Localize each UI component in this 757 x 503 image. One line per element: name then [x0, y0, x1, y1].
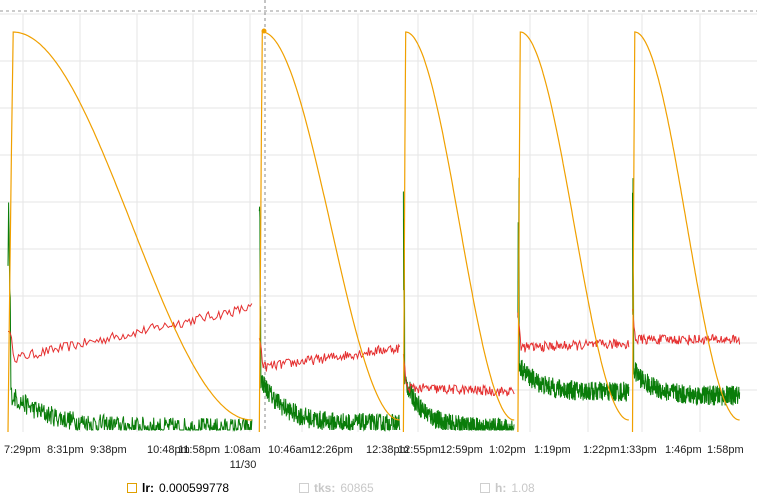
red-line-seg-1 [258, 338, 401, 372]
hover-marker [261, 28, 267, 34]
lr-line-seg-3 [517, 31, 629, 433]
legend-swatch-icon [480, 483, 490, 493]
lr-line-seg-4 [631, 31, 740, 433]
x-subtick-label: 11/30 [230, 459, 257, 470]
red-line-seg-3 [517, 312, 630, 353]
legend-name: tks: [314, 481, 336, 495]
legend-name: lr: [142, 481, 154, 495]
series-red [7, 303, 741, 397]
legend-item-tks[interactable]: tks: 60865 [299, 481, 374, 495]
lr-line-seg-2 [402, 31, 515, 433]
x-tick-label: 12:55pm [398, 444, 441, 456]
legend-swatch-icon [299, 483, 309, 493]
legend-value: 0.000599778 [159, 481, 230, 495]
x-tick-label: 8:31pm [47, 444, 84, 456]
x-tick-label: 1:22pm [583, 444, 620, 456]
x-tick-label: 12:38pm [366, 444, 409, 456]
grid-lines [0, 13, 757, 432]
legend-swatch-icon [127, 483, 137, 493]
lr-line-seg-0 [7, 31, 252, 433]
x-tick-label: 1:58pm [707, 444, 744, 456]
x-tick-label: 10:48pm [147, 444, 190, 456]
red-line-seg-0 [7, 303, 253, 364]
legend-item-lr[interactable]: lr: 0.000599778 [127, 481, 229, 495]
x-tick-label: 9:38pm [90, 444, 127, 456]
green-line-seg-3 [517, 177, 630, 402]
series-green [7, 177, 741, 432]
x-tick-label: 12:59pm [440, 444, 483, 456]
x-tick-label: 11:58pm [178, 444, 220, 456]
x-tick-label: 1:33pm [620, 444, 657, 456]
x-tick-label: 7:29pm [4, 444, 41, 456]
legend-item-h[interactable]: h: 1.08 [480, 481, 535, 495]
x-tick-label: 10:46am [268, 444, 311, 456]
x-tick-label: 1:08am [224, 444, 261, 456]
x-tick-label: 1:46pm [665, 444, 702, 456]
legend-value: 1.08 [511, 481, 535, 495]
green-line-seg-0 [7, 202, 253, 432]
lr-line-seg-1 [258, 31, 400, 433]
series-lr [7, 31, 740, 433]
legend-name: h: [495, 481, 507, 495]
red-line-seg-4 [632, 308, 741, 346]
x-tick-label: 1:02pm [489, 444, 526, 456]
green-line-seg-2 [402, 191, 515, 431]
x-tick-label: 1:19pm [534, 444, 571, 456]
legend: lr: 0.000599778 tks: 60865 h: 1.08 [0, 481, 757, 497]
x-tick-label: 12:26pm [310, 444, 353, 456]
legend-value: 60865 [340, 481, 374, 495]
green-line-seg-4 [632, 178, 741, 406]
green-line-seg-1 [258, 206, 401, 432]
